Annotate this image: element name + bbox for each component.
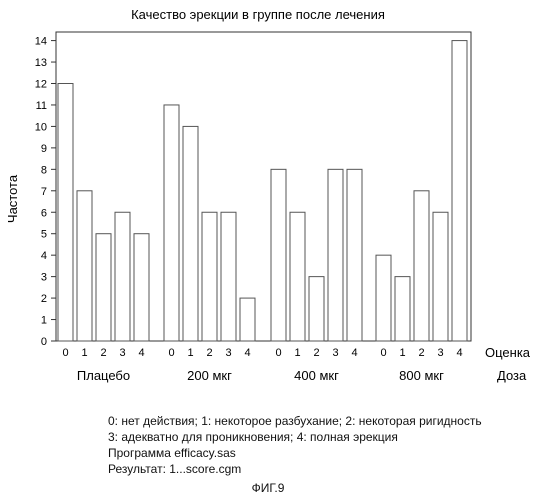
bar <box>239 297 256 342</box>
legend-line-4: Результат: 1...score.cgm <box>108 462 242 476</box>
bar <box>133 233 150 342</box>
x-tick-label: 3 <box>332 347 338 359</box>
x-tick-label: 1 <box>81 347 87 359</box>
x-tick-label: 3 <box>437 347 443 359</box>
y-tick-label: 2 <box>41 293 47 305</box>
x-tick-label: 4 <box>244 347 250 359</box>
x-tick-label: 3 <box>225 347 231 359</box>
bar <box>413 190 430 342</box>
chart-title: Качество эрекции в группе после лечения <box>131 7 385 22</box>
legend-line-2: 3: адекватно для проникновения; 4: полна… <box>108 430 398 444</box>
x-tick-label: 0 <box>380 347 386 359</box>
figure-label: ФИГ.9 <box>251 481 285 495</box>
x-tick-label: 2 <box>100 347 106 359</box>
y-tick-label: 6 <box>41 207 47 219</box>
x-tick-label: 0 <box>168 347 174 359</box>
y-tick-label: 0 <box>41 336 47 348</box>
bar-chart: Качество эрекции в группе после лечения … <box>5 7 531 383</box>
x-tick-label: 3 <box>119 347 125 359</box>
group-axis-label: Доза <box>497 368 527 383</box>
y-tick-label: 10 <box>35 121 47 133</box>
y-tick-label: 7 <box>41 186 47 198</box>
x-tick-label: 1 <box>294 347 300 359</box>
x-axis-label: Оценка <box>485 345 531 360</box>
bar <box>220 211 237 342</box>
legend-line-1: 0: нет действия; 1: некоторое разбухание… <box>108 414 482 428</box>
group-label: 400 мкг <box>294 368 339 383</box>
y-tick-label: 1 <box>41 315 47 327</box>
y-tick-label: 12 <box>35 79 47 91</box>
x-tick-label: 2 <box>313 347 319 359</box>
bar <box>57 83 74 342</box>
y-tick-label: 3 <box>41 272 47 284</box>
x-tick-label: 2 <box>206 347 212 359</box>
y-axis-label: Частота <box>5 174 20 223</box>
y-tick-label: 9 <box>41 143 47 155</box>
bar <box>327 168 344 342</box>
y-tick-label: 11 <box>36 100 47 112</box>
y-tick-label: 13 <box>35 57 47 69</box>
bar <box>289 211 306 342</box>
y-tick-label: 4 <box>41 250 47 262</box>
x-axis: 0 1 2 3 4 0 1 2 3 4 0 1 2 3 4 0 1 2 3 4 <box>62 347 462 359</box>
x-tick-label: 4 <box>351 347 357 359</box>
group-labels: Плацебо 200 мкг 400 мкг 800 мкг <box>77 368 444 383</box>
bar <box>308 276 325 342</box>
bar <box>163 104 180 342</box>
x-tick-label: 4 <box>138 347 144 359</box>
bar <box>76 190 93 342</box>
y-tick-label: 8 <box>41 164 47 176</box>
bar <box>451 40 468 342</box>
x-tick-label: 1 <box>399 347 405 359</box>
group-label: Плацебо <box>77 368 130 383</box>
bars <box>57 40 468 342</box>
x-tick-label: 1 <box>187 347 193 359</box>
y-tick-label: 14 <box>35 36 47 48</box>
x-tick-label: 4 <box>456 347 462 359</box>
bar <box>346 168 363 342</box>
bar <box>375 254 392 342</box>
group-label: 200 мкг <box>187 368 232 383</box>
bar <box>432 211 449 342</box>
bar <box>201 211 218 342</box>
plot-frame <box>55 31 472 342</box>
bar <box>182 125 199 342</box>
bar <box>114 211 131 342</box>
x-tick-label: 0 <box>275 347 281 359</box>
bar <box>394 276 411 342</box>
x-tick-label: 0 <box>62 347 68 359</box>
x-tick-label: 2 <box>418 347 424 359</box>
group-label: 800 мкг <box>399 368 444 383</box>
bar <box>270 168 287 342</box>
legend-line-3: Программа efficacy.sas <box>108 446 236 460</box>
bar <box>95 233 112 342</box>
y-tick-label: 5 <box>41 229 47 241</box>
